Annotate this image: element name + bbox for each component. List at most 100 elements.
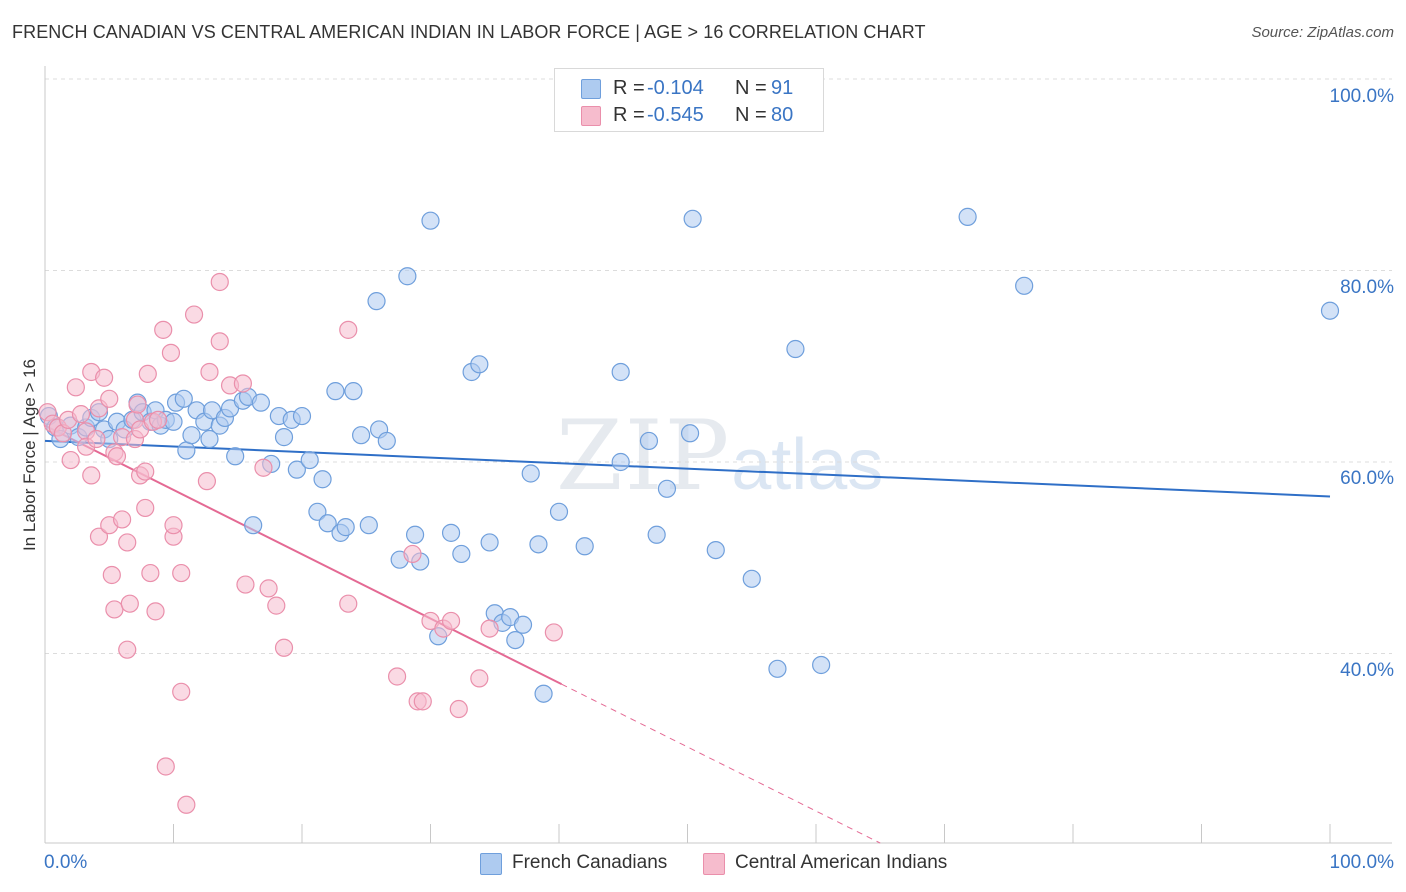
legend-swatch-blue (480, 853, 502, 875)
chart-source: Source: ZipAtlas.com (1251, 24, 1394, 41)
data-point-french-canadians (534, 684, 553, 703)
y-axis-label: In Labor Force | Age > 16 (20, 358, 39, 552)
data-point-central-american-indians (154, 320, 173, 339)
correlation-legend: R = -0.104 N = 91 R = -0.545 N = 80 (554, 68, 824, 132)
data-point-french-canadians (287, 460, 306, 479)
data-point-french-canadians (786, 339, 805, 359)
legend-swatch-blue (581, 79, 601, 99)
data-point-central-american-indians (254, 458, 273, 477)
x-tick-label: 0.0% (44, 852, 88, 873)
legend-n-value: 91 (771, 77, 794, 99)
data-point-central-american-indians (82, 466, 101, 485)
data-point-french-canadians (506, 630, 525, 650)
data-point-french-canadians (318, 514, 337, 533)
data-point-central-american-indians (210, 332, 229, 351)
bottom-legend-label: Central American Indians (735, 852, 948, 873)
watermark-sub: atlas (731, 425, 884, 505)
trend-line-french-canadians (44, 439, 1331, 498)
data-point-french-canadians (367, 292, 386, 311)
data-point-central-american-indians (177, 795, 196, 814)
data-point-central-american-indians (118, 533, 137, 552)
legend-n-value: 80 (771, 104, 794, 126)
data-point-french-canadians (244, 516, 263, 535)
data-point-central-american-indians (118, 640, 137, 659)
data-point-central-american-indians (102, 565, 121, 585)
data-point-central-american-indians (95, 368, 114, 387)
data-point-central-american-indians (403, 544, 422, 564)
data-point-french-canadians (529, 535, 548, 554)
data-point-french-canadians (405, 525, 425, 544)
data-point-central-american-indians (480, 619, 499, 638)
data-point-french-canadians (200, 429, 219, 449)
data-point-central-american-indians (107, 447, 127, 466)
data-point-central-american-indians (112, 510, 132, 529)
y-tick-label: 40.0% (1340, 660, 1394, 681)
data-point-french-canadians (521, 464, 540, 483)
data-point-central-american-indians (138, 364, 157, 384)
data-point-central-american-indians (61, 450, 80, 470)
data-point-french-canadians (1320, 301, 1340, 320)
data-point-central-american-indians (120, 594, 139, 613)
data-point-central-american-indians (274, 638, 294, 657)
data-point-french-canadians (313, 470, 332, 489)
data-point-french-canadians (639, 431, 659, 451)
watermark-main: ZIP (556, 400, 732, 512)
legend-n-label: N = (735, 77, 767, 99)
data-point-french-canadians (326, 382, 345, 401)
legend-r-value: -0.545 (647, 104, 704, 126)
data-point-french-canadians (300, 450, 319, 470)
data-point-central-american-indians (413, 692, 432, 711)
data-point-french-canadians (647, 525, 666, 544)
data-point-central-american-indians (164, 516, 183, 535)
data-point-central-american-indians (156, 757, 175, 776)
data-point-central-american-indians (128, 395, 147, 414)
data-point-central-american-indians (100, 389, 119, 408)
data-point-central-american-indians (136, 462, 155, 481)
data-point-french-canadians (549, 502, 569, 521)
data-point-french-canadians (575, 537, 594, 556)
trend-line-extension (561, 683, 881, 844)
data-point-french-canadians (251, 393, 270, 412)
data-point-french-canadians (768, 659, 787, 678)
data-point-french-canadians (470, 355, 489, 374)
data-point-french-canadians (452, 544, 471, 564)
data-point-central-american-indians (161, 343, 181, 362)
data-point-central-american-indians (233, 374, 252, 393)
data-point-central-american-indians (146, 602, 165, 621)
data-point-french-canadians (177, 441, 196, 460)
data-point-central-american-indians (71, 405, 91, 424)
data-point-central-american-indians (441, 611, 461, 631)
data-point-french-canadians (182, 426, 201, 445)
data-point-french-canadians (292, 406, 312, 426)
data-point-central-american-indians (87, 429, 106, 449)
data-point-french-canadians (1015, 276, 1034, 295)
y-tick-label: 80.0% (1340, 277, 1394, 298)
data-point-central-american-indians (148, 410, 168, 429)
data-point-central-american-indians (339, 594, 358, 613)
chart-title: FRENCH CANADIAN VS CENTRAL AMERICAN INDI… (12, 22, 926, 42)
data-point-french-canadians (398, 267, 417, 286)
data-point-central-american-indians (66, 378, 85, 397)
watermark: ZIPatlas (556, 400, 883, 512)
data-point-french-canadians (274, 428, 294, 447)
data-point-french-canadians (513, 615, 533, 634)
data-point-central-american-indians (267, 596, 286, 615)
data-point-central-american-indians (339, 320, 358, 339)
data-point-french-canadians (421, 211, 440, 230)
data-point-french-canadians (812, 655, 831, 675)
data-point-french-canadians (742, 569, 761, 588)
data-point-french-canadians (308, 502, 327, 521)
data-point-central-american-indians (136, 498, 155, 518)
y-tick-label: 60.0% (1340, 468, 1394, 489)
data-point-french-canadians (683, 209, 702, 228)
data-point-central-american-indians (470, 669, 489, 688)
data-point-central-american-indians (184, 305, 204, 324)
trend-line-central-american-indians (44, 424, 563, 686)
bottom-legend-label: French Canadians (512, 852, 668, 873)
data-point-french-canadians (480, 533, 499, 552)
legend-r-label: R = (613, 104, 645, 126)
trend-layer (44, 424, 1331, 844)
data-point-french-canadians (226, 447, 245, 466)
data-point-central-american-indians (210, 272, 229, 292)
